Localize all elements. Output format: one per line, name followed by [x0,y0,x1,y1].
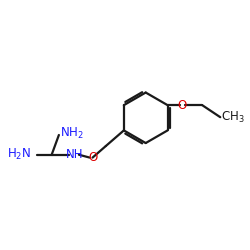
Text: NH$_2$: NH$_2$ [60,126,84,141]
Text: CH$_3$: CH$_3$ [222,110,245,125]
Text: O: O [178,99,187,112]
Text: O: O [88,151,97,164]
Text: NH: NH [66,148,83,161]
Text: H$_2$N: H$_2$N [7,147,31,162]
